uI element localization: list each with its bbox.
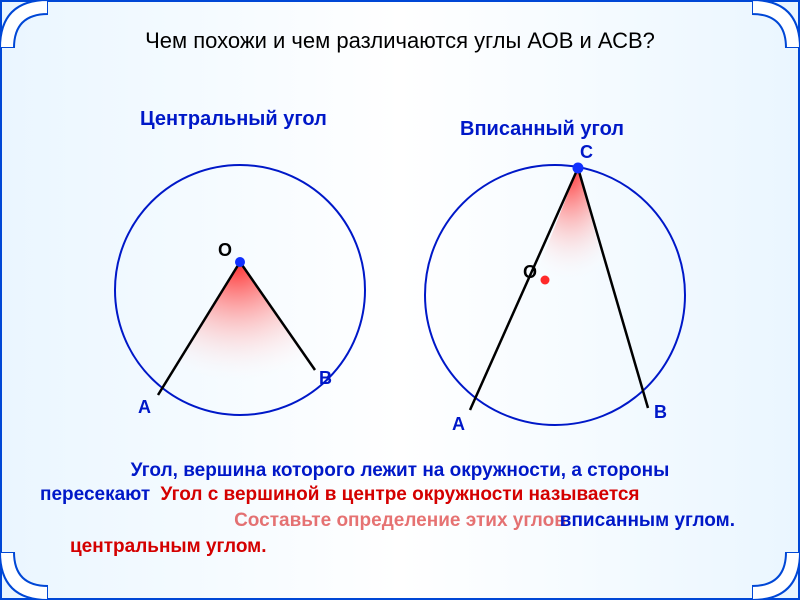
point-A-left: А [138, 397, 151, 418]
def-line3a: Составьте определение этих углов [234, 509, 566, 534]
def-line2a: пересекают [40, 483, 150, 508]
def-line3b: вписанным углом. [560, 509, 735, 534]
def-line1: Угол, вершина которого лежит на окружнос… [40, 459, 760, 484]
point-B-right: В [654, 402, 667, 423]
point-O-left: О [218, 240, 232, 261]
def-line4: центральным углом. [40, 535, 760, 560]
point-A-right: А [452, 414, 465, 435]
point-O-right: О [523, 262, 537, 283]
def-line2b: Угол с вершиной в центре окружности назы… [160, 483, 639, 508]
point-B-left: В [319, 368, 332, 389]
point-C-right: С [580, 142, 593, 163]
definitions-text: Угол, вершина которого лежит на окружнос… [40, 459, 760, 560]
